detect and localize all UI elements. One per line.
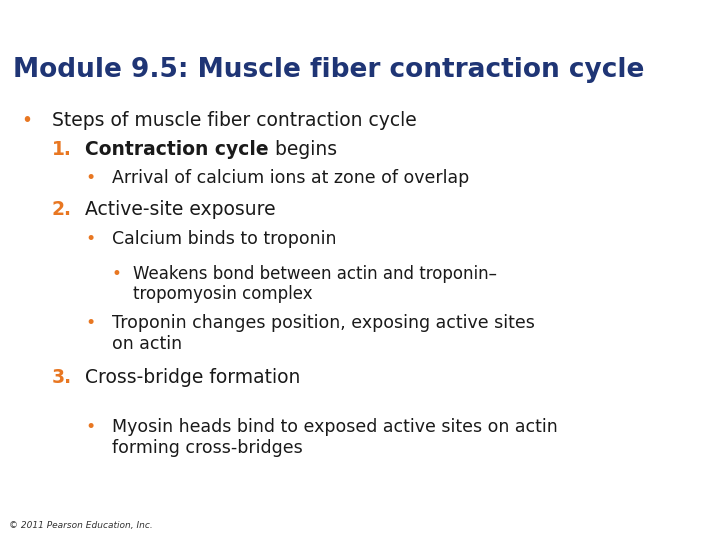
Text: begins: begins xyxy=(269,140,337,159)
Text: Cross-bridge formation: Cross-bridge formation xyxy=(85,368,300,387)
Text: Weakens bond between actin and troponin–
tropomyosin complex: Weakens bond between actin and troponin–… xyxy=(133,265,498,303)
Text: Calcium binds to troponin: Calcium binds to troponin xyxy=(112,230,336,247)
Text: •: • xyxy=(22,111,32,130)
Text: Module 9.5: Muscle fiber contraction cycle: Module 9.5: Muscle fiber contraction cyc… xyxy=(13,57,644,83)
Text: Myosin heads bind to exposed active sites on actin
forming cross-bridges: Myosin heads bind to exposed active site… xyxy=(112,418,557,457)
Text: 1.: 1. xyxy=(52,140,72,159)
Text: •: • xyxy=(85,418,95,436)
Text: Active-site exposure: Active-site exposure xyxy=(85,200,276,219)
Text: •: • xyxy=(112,265,122,282)
Text: •: • xyxy=(85,314,95,332)
Text: •: • xyxy=(85,169,95,187)
Text: Steps of muscle fiber contraction cycle: Steps of muscle fiber contraction cycle xyxy=(52,111,417,130)
Text: © 2011 Pearson Education, Inc.: © 2011 Pearson Education, Inc. xyxy=(9,521,153,530)
Text: Troponin changes position, exposing active sites
on actin: Troponin changes position, exposing acti… xyxy=(112,314,534,353)
Text: Arrival of calcium ions at zone of overlap: Arrival of calcium ions at zone of overl… xyxy=(112,169,469,187)
Text: Contraction cycle: Contraction cycle xyxy=(85,140,269,159)
Text: •: • xyxy=(85,230,95,247)
Text: 2.: 2. xyxy=(52,200,72,219)
Text: 3.: 3. xyxy=(52,368,72,387)
